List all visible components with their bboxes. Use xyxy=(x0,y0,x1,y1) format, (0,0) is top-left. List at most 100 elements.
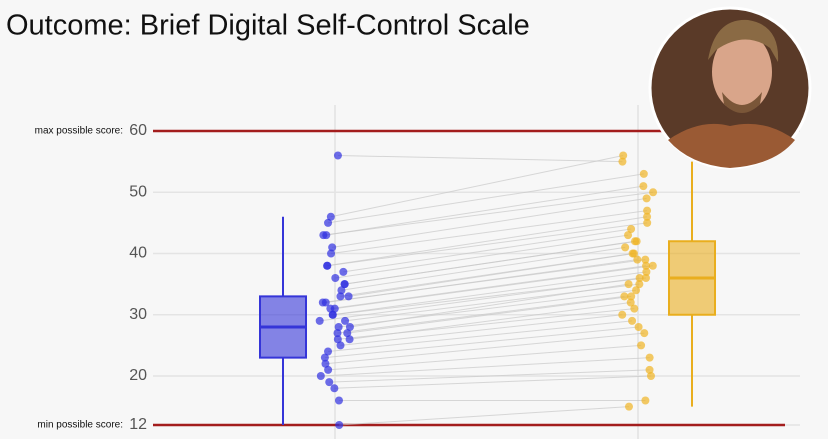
chart-title: Outcome: Brief Digital Self-Control Scal… xyxy=(6,10,530,42)
y-tick-label: 30 xyxy=(129,306,147,323)
pair-line xyxy=(332,271,647,316)
pair-line xyxy=(332,197,647,248)
pair-line xyxy=(340,253,633,297)
pair-line xyxy=(322,259,646,303)
point xyxy=(634,323,643,331)
point xyxy=(632,286,641,295)
point xyxy=(333,335,342,344)
point xyxy=(334,396,343,405)
point xyxy=(328,310,337,319)
y-tick-label: 60 xyxy=(129,122,147,139)
point xyxy=(328,243,337,252)
point xyxy=(645,353,654,362)
point xyxy=(627,292,636,301)
point xyxy=(645,365,654,374)
point xyxy=(649,188,658,197)
pair-line xyxy=(334,265,653,310)
point xyxy=(333,329,342,338)
plot: 12 20 30 40 50 60 max possible score: min possi… xyxy=(35,105,800,439)
point xyxy=(326,304,335,313)
point xyxy=(324,218,333,227)
point xyxy=(323,261,332,270)
point xyxy=(316,372,325,380)
pair-line xyxy=(330,265,647,310)
point xyxy=(336,292,345,301)
point xyxy=(318,298,327,307)
point xyxy=(639,182,648,191)
point xyxy=(337,286,346,295)
point xyxy=(320,353,329,362)
point xyxy=(641,255,650,264)
pair-line xyxy=(329,369,650,383)
point xyxy=(326,212,335,221)
point xyxy=(618,310,627,319)
pair-line xyxy=(343,228,632,273)
point xyxy=(630,237,639,246)
y-tick-label: 50 xyxy=(129,183,147,200)
pair-line xyxy=(327,222,648,267)
reference-label: min possible score: xyxy=(37,420,123,431)
point xyxy=(641,274,650,282)
pair-line xyxy=(334,375,652,389)
point xyxy=(340,280,349,289)
point xyxy=(618,157,627,166)
point xyxy=(321,359,330,368)
point xyxy=(639,169,648,178)
pair-line xyxy=(341,246,626,291)
point xyxy=(643,212,652,221)
point xyxy=(335,421,344,429)
pair-line xyxy=(327,320,633,352)
point xyxy=(339,267,348,276)
pair-line xyxy=(327,173,644,224)
pair-line xyxy=(337,155,623,163)
pair-line xyxy=(319,277,640,322)
pair-line xyxy=(339,406,630,426)
point xyxy=(325,378,334,387)
point xyxy=(635,274,644,282)
point xyxy=(641,396,650,405)
point xyxy=(628,316,637,325)
point xyxy=(333,151,342,160)
y-tick-label: 12 xyxy=(129,416,147,433)
point xyxy=(343,329,352,338)
point xyxy=(624,231,633,240)
point xyxy=(334,323,343,331)
point xyxy=(642,267,651,276)
pair-line xyxy=(335,234,629,279)
pair-line xyxy=(326,185,644,236)
webcam-shirt xyxy=(668,123,795,168)
point xyxy=(630,304,639,313)
point xyxy=(327,249,336,258)
pair-line xyxy=(330,155,624,218)
point xyxy=(643,218,652,227)
y-tick-label: 40 xyxy=(129,245,147,262)
point xyxy=(642,194,651,203)
point xyxy=(315,316,324,325)
pair-line xyxy=(325,332,645,365)
point xyxy=(648,261,657,270)
point xyxy=(331,274,340,282)
point xyxy=(628,249,637,258)
pair-line xyxy=(340,314,623,346)
point xyxy=(345,323,354,331)
point xyxy=(637,341,646,350)
pair-line xyxy=(330,210,648,254)
pair-line xyxy=(324,326,639,359)
point xyxy=(621,243,630,252)
pair-line xyxy=(338,289,637,328)
webcam-face xyxy=(712,32,772,112)
y-tick-label: 20 xyxy=(129,367,147,384)
pair-line xyxy=(326,216,648,267)
point xyxy=(345,335,354,344)
point xyxy=(624,280,633,289)
point xyxy=(635,280,644,289)
point xyxy=(642,261,651,270)
pair-line xyxy=(347,295,632,334)
point xyxy=(627,225,636,233)
point xyxy=(633,255,642,264)
pair-line xyxy=(337,308,635,340)
point xyxy=(324,365,333,374)
point xyxy=(619,151,628,160)
